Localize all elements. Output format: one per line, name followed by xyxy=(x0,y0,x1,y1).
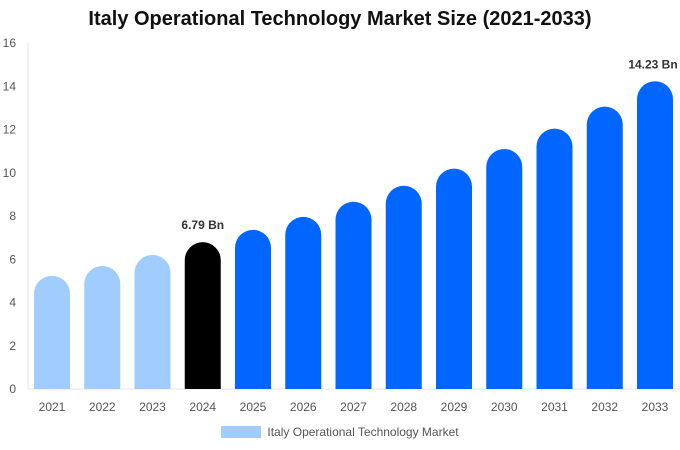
y-tick-label: 0 xyxy=(9,382,16,396)
bar-2030[interactable] xyxy=(486,148,523,389)
bar-2031[interactable] xyxy=(536,128,573,389)
y-tick-label: 14 xyxy=(3,79,17,93)
legend-swatch xyxy=(221,426,262,438)
bar-2027[interactable] xyxy=(335,201,372,389)
data-label: 6.79 Bn xyxy=(181,218,224,232)
x-tick-label: 2022 xyxy=(89,400,116,414)
x-tick-label: 2025 xyxy=(240,400,267,414)
bar-2021[interactable] xyxy=(34,275,70,389)
y-tick-label: 16 xyxy=(3,36,17,50)
x-tick-label: 2031 xyxy=(541,400,568,414)
bar-2024[interactable] xyxy=(184,242,221,389)
x-tick-label: 2026 xyxy=(290,400,317,414)
y-tick-label: 12 xyxy=(3,123,17,137)
x-tick-label: 2023 xyxy=(139,400,166,414)
data-label: 14.23 Bn xyxy=(628,57,677,71)
x-tick-label: 2027 xyxy=(340,400,367,414)
legend[interactable]: Italy Operational Technology Market xyxy=(0,425,680,439)
bar-2026[interactable] xyxy=(285,216,322,389)
x-tick-label: 2033 xyxy=(642,400,669,414)
bar-2023[interactable] xyxy=(134,254,171,389)
y-tick-label: 8 xyxy=(9,209,16,223)
bar-2022[interactable] xyxy=(84,265,121,389)
chart-title: Italy Operational Technology Market Size… xyxy=(88,8,592,30)
x-tick-label: 2021 xyxy=(39,400,66,414)
x-tick-label: 2029 xyxy=(441,400,468,414)
x-tick-label: 2032 xyxy=(591,400,618,414)
bar-2033[interactable] xyxy=(637,81,673,390)
y-tick-label: 10 xyxy=(3,166,17,180)
x-tick-label: 2024 xyxy=(189,400,216,414)
bar-2025[interactable] xyxy=(235,229,271,389)
y-tick-label: 6 xyxy=(9,252,16,266)
y-tick-label: 4 xyxy=(9,296,16,310)
bar-2029[interactable] xyxy=(436,168,472,389)
y-tick-label: 2 xyxy=(9,339,16,353)
bar-2028[interactable] xyxy=(385,185,422,389)
x-tick-label: 2030 xyxy=(491,400,518,414)
x-tick-label: 2028 xyxy=(390,400,417,414)
legend-label: Italy Operational Technology Market xyxy=(267,425,459,439)
bar-2032[interactable] xyxy=(586,106,623,389)
